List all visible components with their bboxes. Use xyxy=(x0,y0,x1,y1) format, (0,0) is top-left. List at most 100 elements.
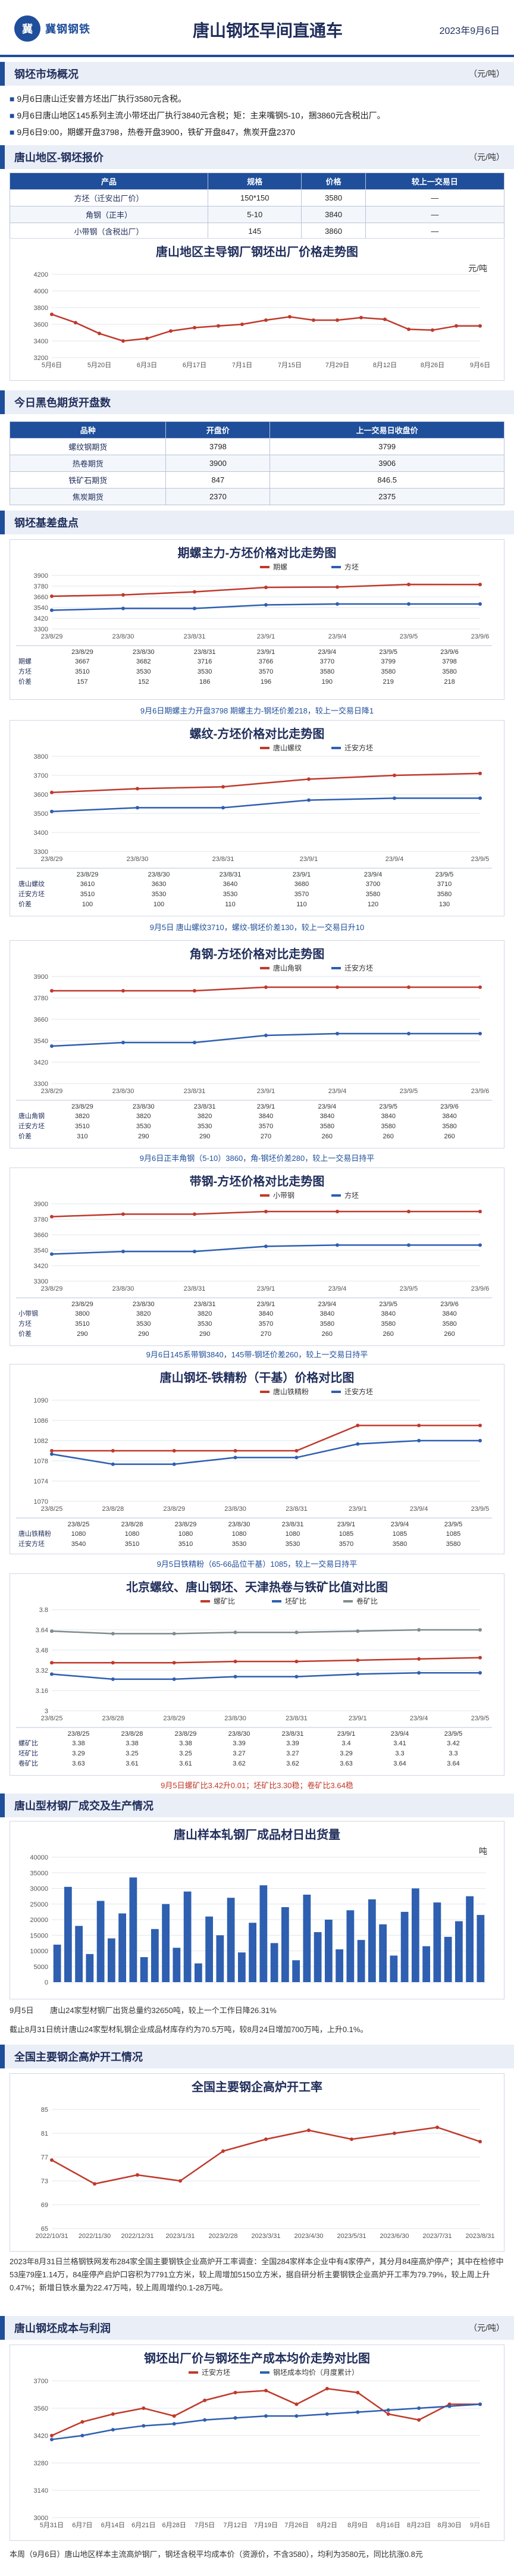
table-header: 产品 xyxy=(9,173,209,190)
table-cell: 3.39 xyxy=(286,1740,299,1747)
y-tick-label: 3400 xyxy=(34,830,48,837)
table-cell: 3580 xyxy=(320,1123,334,1130)
chart-price-trend: 唐山地区主导钢厂钢坯出厂价格走势图 元/吨 3200 3400 3600 3800 40… xyxy=(10,238,504,381)
table-row-label: 卷矿比 xyxy=(18,1759,38,1767)
table-cell: 3.3 xyxy=(395,1750,404,1757)
data-point xyxy=(193,590,196,594)
table-cell: 螺纹钢期货 xyxy=(9,438,167,455)
table-cell: 23/9/5 xyxy=(379,649,397,656)
bar xyxy=(129,1877,137,1982)
table-cell: 3580 xyxy=(381,1123,395,1130)
x-tick-label: 23/9/5 xyxy=(471,1505,490,1513)
data-point xyxy=(356,1629,360,1633)
table-cell: 23/9/5 xyxy=(444,1730,463,1738)
table-cell: 1080 xyxy=(286,1530,300,1538)
table-cell: 3510 xyxy=(125,1541,139,1548)
chart-caption: 9月5日铁精粉（65-66品位干基）1085，较上一交易日持平 xyxy=(156,1560,358,1569)
data-point xyxy=(407,327,410,331)
x-tick-label: 6月21日 xyxy=(131,2522,155,2529)
table-cell: 3530 xyxy=(136,1123,151,1130)
x-tick-label: 23/8/28 xyxy=(102,1505,124,1513)
header: 冀 冀钢钢铁 唐山钢坯早间直通车 2023年9月6日 xyxy=(0,0,514,57)
data-point xyxy=(478,583,482,587)
y-tick-label: 10000 xyxy=(30,1948,48,1955)
table-cell: 3.29 xyxy=(340,1750,352,1757)
table-cell: 23/8/29 xyxy=(77,871,99,878)
table-cell: 3580 xyxy=(301,189,366,206)
data-point xyxy=(240,323,244,326)
table-cell: 3667 xyxy=(75,658,89,665)
y-tick-label: 3400 xyxy=(34,338,48,345)
x-tick-label: 23/9/1 xyxy=(257,633,275,640)
table-cell: 3840 xyxy=(259,1113,273,1120)
table-cell: 23/8/25 xyxy=(68,1521,90,1528)
table-header: 开盘价 xyxy=(165,421,271,439)
bar xyxy=(336,1949,344,1982)
table-cell: 3820 xyxy=(136,1113,151,1120)
data-point xyxy=(407,1032,410,1035)
data-point xyxy=(264,586,268,590)
legend-swatch xyxy=(331,747,341,749)
data-point xyxy=(478,1671,482,1675)
section-title: 唐山地区-钢坯报价 xyxy=(14,152,104,164)
table-cell: 3766 xyxy=(259,658,273,665)
table-cell: 1085 xyxy=(339,1530,353,1538)
table-cell: 3840 xyxy=(442,1310,456,1317)
chart-screw-billet: 螺纹-方坯价格对比走势图 3300 3400 3500 3600 3700 3800 23/… xyxy=(10,720,504,916)
x-tick-label: 5月6日 xyxy=(42,362,62,369)
x-tick-label: 23/8/29 xyxy=(163,1505,185,1513)
note-text: 唐山24家型材钢厂出货总量约32650吨，较上一个工作日降26.31% xyxy=(50,2006,277,2015)
table-cell: 3580 xyxy=(442,668,456,675)
data-point xyxy=(294,2402,299,2406)
table-row: 螺纹钢期货 3798 3799 xyxy=(9,438,504,455)
table-cell: 218 xyxy=(444,678,455,686)
table-cell: 3530 xyxy=(232,1541,246,1548)
bar xyxy=(173,1948,181,1982)
table-cell: 3530 xyxy=(136,668,151,675)
table-cell: 260 xyxy=(322,1133,333,1140)
x-tick-label: 23/9/4 xyxy=(410,1715,428,1722)
x-tick-label: 23/8/30 xyxy=(127,856,149,863)
unit-label: （元/吨） xyxy=(469,152,504,162)
note-date: 9月5日 xyxy=(10,2006,34,2015)
series-line xyxy=(51,772,481,794)
data-point xyxy=(172,1449,176,1453)
y-tick-label: 3900 xyxy=(34,572,48,580)
data-point xyxy=(478,985,482,989)
table-cell: 3530 xyxy=(152,891,166,898)
data-point xyxy=(233,1674,237,1679)
x-tick-label: 23/8/25 xyxy=(41,1505,63,1513)
table-cell: 23/8/28 xyxy=(121,1521,143,1528)
y-tick-label: 3560 xyxy=(34,2405,48,2412)
table-cell: 23/8/31 xyxy=(194,1103,216,1110)
data-point xyxy=(193,1212,196,1216)
table-cell: 3.27 xyxy=(233,1750,245,1757)
logo-mark-icon: 冀 xyxy=(14,15,40,42)
data-point xyxy=(221,2149,225,2153)
table-cell: 100 xyxy=(153,901,164,908)
data-point xyxy=(145,336,149,340)
table-cell: — xyxy=(365,223,505,240)
x-tick-label: 23/8/30 xyxy=(224,1505,246,1513)
table-cell: 3840 xyxy=(442,1113,456,1120)
bar xyxy=(107,1938,115,1982)
bar xyxy=(357,1940,365,1982)
y-tick-label: 69 xyxy=(41,2202,48,2209)
data-point xyxy=(111,1677,115,1681)
data-point xyxy=(233,1660,237,1664)
data-point xyxy=(294,1456,299,1460)
table-cell: 260 xyxy=(322,1331,333,1338)
table-row-label: 迁安方坯 xyxy=(18,1122,45,1130)
inventory-note: 截止8月31日统计唐山24家型材轧钢企业成品材库存约为70.5万吨，较8月24日… xyxy=(10,2025,368,2034)
data-point xyxy=(121,989,125,993)
data-point xyxy=(478,1210,482,1213)
x-tick-label: 23/9/5 xyxy=(400,1088,418,1095)
list-item: 9月6日唐山迁安普方坯出厂执行3580元含税。 xyxy=(10,90,504,107)
table-cell: 23/9/5 xyxy=(435,871,454,878)
chart-title: 全国主要钢企高炉开工率 xyxy=(192,2081,322,2094)
table-cell: 3580 xyxy=(437,891,452,898)
y-tick-label: 3.48 xyxy=(36,1647,48,1654)
table-cell: 3570 xyxy=(259,668,273,675)
table-cell: 23/8/25 xyxy=(68,1730,90,1738)
legend-label: 期螺 xyxy=(273,563,287,571)
